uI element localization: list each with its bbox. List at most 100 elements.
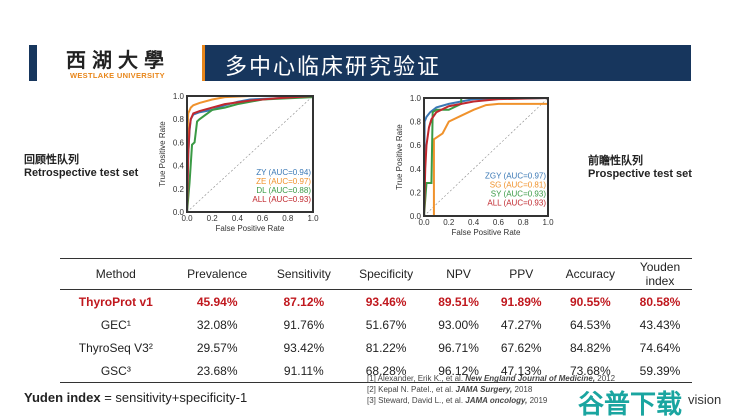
roc-chart-retrospective: ZY (AUC=0.94)ZE (AUC=0.97)DL (AUC=0.88)A… bbox=[158, 92, 319, 233]
table-cell: 67.62% bbox=[500, 340, 542, 355]
x-tick-label: 0.6 bbox=[257, 214, 269, 223]
reference-part: [3] Steward, David L., et al. bbox=[367, 396, 466, 405]
label-en: Prospective test set bbox=[588, 168, 692, 180]
watermark: 谷普下载 bbox=[578, 389, 683, 419]
table-cell: 84.82% bbox=[569, 340, 611, 355]
reference-part: [1] Alexander, Erik K., et al. bbox=[367, 374, 466, 383]
column-header: Accuracy bbox=[552, 258, 628, 290]
roc-curve-2 bbox=[423, 97, 548, 217]
retrospective-label: 回顾性队列 Retrospective test set bbox=[24, 151, 138, 179]
x-tick-label: 0.4 bbox=[232, 214, 244, 223]
references: [1] Alexander, Erik K., et al. New Engla… bbox=[367, 373, 615, 406]
roc-curve-3 bbox=[186, 95, 314, 213]
diagonal bbox=[186, 95, 314, 213]
roc-curve-0 bbox=[423, 97, 549, 217]
y-tick-label: 0.6 bbox=[173, 138, 185, 147]
left-stripe bbox=[29, 45, 37, 81]
x-tick-label: 0.6 bbox=[493, 218, 505, 227]
legend-entry: SY (AUC=0.93) bbox=[491, 190, 547, 199]
title-bar bbox=[202, 45, 691, 81]
table-cell: 47.13% bbox=[500, 363, 542, 378]
table-cell: 91.11% bbox=[283, 363, 324, 378]
roc-curve-1 bbox=[424, 102, 548, 217]
column-header: Method bbox=[60, 258, 172, 290]
column-header: Sensitivity bbox=[262, 258, 345, 290]
label-cn: 前瞻性队列 bbox=[588, 155, 643, 167]
table-row: ThyroSeq V3² 29.57% 93.42% 81.22% 96.71% 67.6… bbox=[60, 336, 692, 359]
watermark-text: vision bbox=[688, 392, 722, 407]
x-axis-label: False Positive Rate bbox=[452, 228, 521, 237]
roc-curve-3 bbox=[423, 97, 549, 217]
y-tick-label: 1.0 bbox=[410, 94, 422, 103]
table-cell: ThyroProt v1 bbox=[78, 294, 153, 309]
table-cell: 32.08% bbox=[196, 317, 238, 332]
legend-entry: ZY (AUC=0.94) bbox=[256, 168, 311, 177]
y-tick-label: 0.8 bbox=[410, 118, 422, 127]
legend-entry: ALL (AUC=0.93) bbox=[252, 195, 311, 204]
logo-english: WESTLAKE UNIVERSITY bbox=[70, 71, 165, 80]
table-cell: 89.51% bbox=[438, 294, 479, 309]
x-tick-label: 0.8 bbox=[518, 218, 530, 227]
legend-entry: DL (AUC=0.88) bbox=[256, 186, 311, 195]
roc-chart-prospective: ZGY (AUC=0.97)SG (AUC=0.81)SY (AUC=0.93)… bbox=[395, 94, 554, 237]
x-tick-label: 0.2 bbox=[443, 218, 455, 227]
y-tick-label: 0.2 bbox=[410, 188, 422, 197]
x-tick-label: 0.0 bbox=[418, 218, 430, 227]
table-row: GSC³ 23.68% 91.11% 68.28% 96.12% 47.13% 73.68%… bbox=[60, 359, 692, 383]
reference-part: 2012 bbox=[595, 374, 616, 383]
prospective-label: 前瞻性队列 Prospective test set bbox=[588, 152, 692, 180]
logo-chinese: 西湖大學 bbox=[66, 48, 170, 72]
table-cell: 74.64% bbox=[639, 340, 681, 355]
column-header: Youden index bbox=[628, 258, 692, 290]
table-cell: 23.68% bbox=[196, 363, 238, 378]
y-axis-label: True Positive Rate bbox=[395, 124, 404, 190]
slide-title: 多中心临床研究验证 bbox=[225, 55, 442, 80]
table-cell: 91.76% bbox=[283, 317, 325, 332]
table-cell: 81.22% bbox=[365, 340, 407, 355]
table-cell: 91.89% bbox=[500, 294, 542, 309]
legend-entry: ZGY (AUC=0.97) bbox=[485, 172, 546, 181]
table-cell: 51.67% bbox=[365, 317, 407, 332]
table-cell: 96.71% bbox=[438, 340, 479, 355]
y-tick-label: 0.0 bbox=[410, 212, 422, 221]
reference-part: [2] Kepal N. Patel., et al. bbox=[367, 385, 456, 394]
metrics-table: Method Prevalence Sensitivity Specificity NP… bbox=[60, 258, 692, 383]
y-tick-label: 1.0 bbox=[173, 92, 185, 101]
youden-formula: = sensitivity+specificity-1 bbox=[100, 390, 248, 405]
diagonal bbox=[423, 97, 549, 217]
x-tick-label: 1.0 bbox=[307, 214, 319, 223]
column-header: NPV bbox=[427, 258, 490, 290]
roc-curve-2 bbox=[186, 96, 314, 213]
plot-frame bbox=[186, 95, 314, 213]
table-cell: 93.46% bbox=[365, 294, 407, 309]
column-header: Specificity bbox=[344, 258, 428, 290]
x-tick-label: 0.4 bbox=[468, 218, 480, 227]
table-cell: 93.42% bbox=[283, 340, 325, 355]
y-tick-label: 0.4 bbox=[410, 165, 422, 174]
column-header: Prevalence bbox=[171, 258, 263, 290]
table-cell: 59.39% bbox=[639, 363, 681, 378]
table-cell: ThyroSeq V3² bbox=[78, 340, 153, 355]
y-tick-label: 0.8 bbox=[173, 115, 185, 124]
reference-part: New England Journal of Medicine, bbox=[465, 374, 596, 383]
legend-entry: SG (AUC=0.81) bbox=[490, 181, 547, 190]
youden-definition: Yuden index = sensitivity+specificity-1 bbox=[24, 390, 247, 405]
y-tick-label: 0.6 bbox=[410, 141, 422, 150]
x-tick-label: 0.8 bbox=[282, 214, 294, 223]
table-cell: 80.58% bbox=[639, 294, 681, 309]
table-cell: 90.55% bbox=[569, 294, 611, 309]
column-header: PPV bbox=[489, 258, 553, 290]
x-tick-label: 1.0 bbox=[542, 218, 554, 227]
youden-term: Yuden index bbox=[24, 390, 101, 405]
table-cell: 68.28% bbox=[365, 363, 407, 378]
reference-part: 2018 bbox=[512, 385, 533, 394]
table-row: ThyroProt v1 45.94% 87.12% 93.46% 89.51% 91.8… bbox=[60, 290, 692, 314]
x-axis-label: False Positive Rate bbox=[216, 224, 285, 233]
table-cell: 64.53% bbox=[569, 317, 611, 332]
table-cell: 29.57% bbox=[196, 340, 238, 355]
table-cell: 45.94% bbox=[196, 294, 238, 309]
reference-part: JAMA oncology, bbox=[465, 396, 528, 405]
legend-entry: ZE (AUC=0.97) bbox=[256, 177, 311, 186]
reference-part: 2019 bbox=[527, 396, 548, 405]
